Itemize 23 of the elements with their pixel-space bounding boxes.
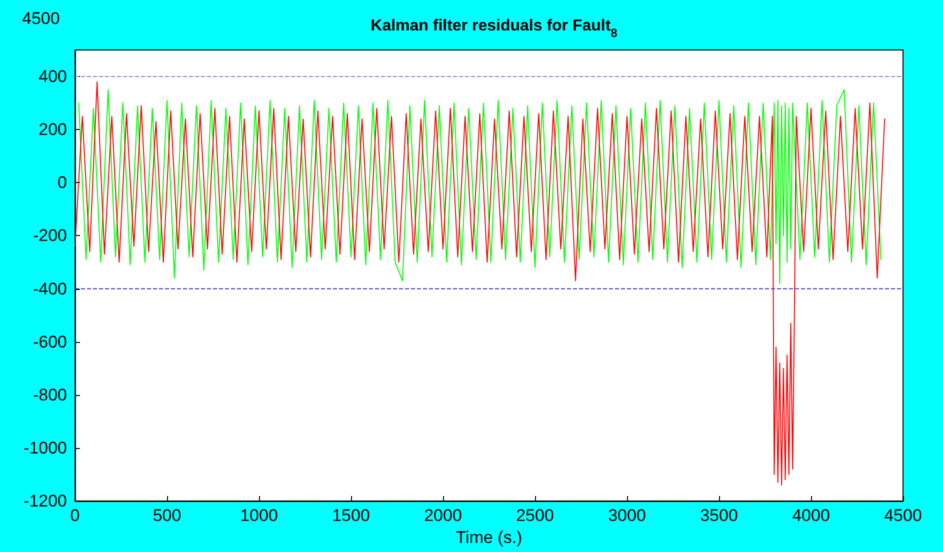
x-axis-title: Time (s.) (456, 528, 522, 547)
y-tick-label: -400 (32, 279, 67, 298)
y-tick-label: 200 (38, 120, 67, 140)
y-tick-label: -200 (32, 226, 67, 246)
line-series (78, 89, 882, 284)
y-tick-label: -1000 (24, 438, 67, 458)
x-tick-label: 2500 (516, 506, 554, 525)
x-tick-label: 4000 (792, 506, 830, 525)
x-tick-label: 0 (70, 506, 80, 525)
y-tick-label: 0 (58, 173, 67, 192)
x-tick-label: 500 (152, 506, 182, 525)
x-tick-label: 1500 (332, 506, 370, 525)
x-tick-label: 2000 (424, 506, 462, 525)
x-tick-label: 3000 (608, 506, 646, 525)
y-tick-label: -600 (32, 332, 67, 352)
y-tick-label: -800 (32, 385, 67, 404)
y-tick-label: -1200 (24, 492, 67, 510)
text: 4500 (22, 9, 60, 28)
line-series (74, 81, 886, 486)
x-tick-label: 3500 (700, 506, 738, 525)
x-tick-label: 4500 (884, 506, 922, 525)
x-tick-label: 1000 (240, 506, 278, 525)
y-tick-label: 400 (38, 67, 67, 86)
